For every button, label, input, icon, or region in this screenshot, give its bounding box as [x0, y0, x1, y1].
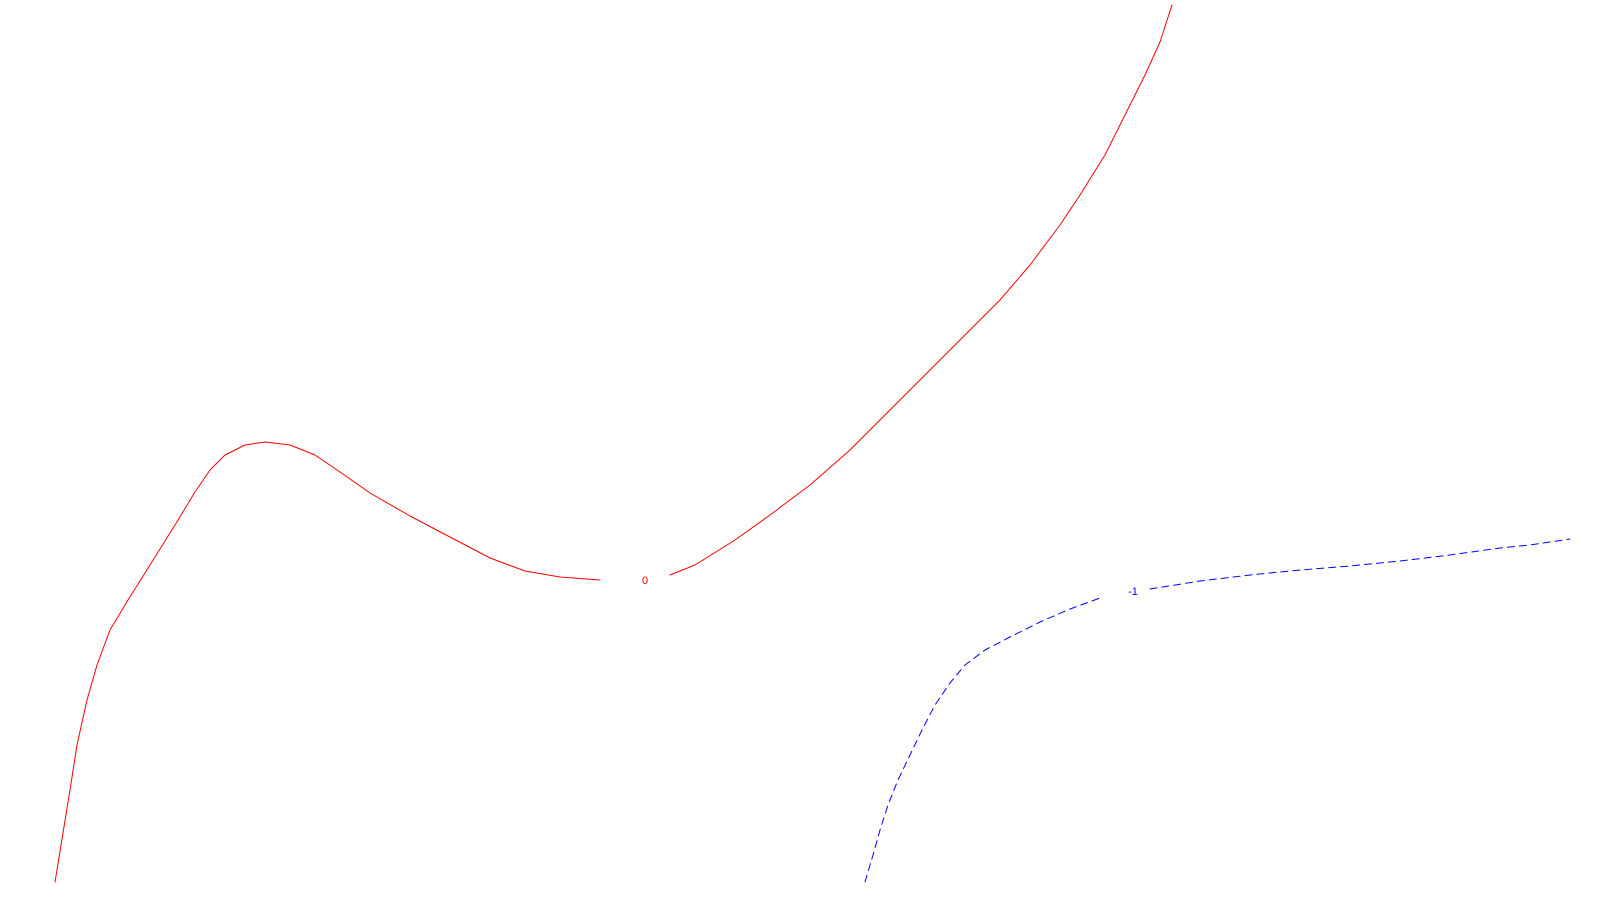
contour-line-level--1 — [864, 538, 1571, 883]
contour-label-level-0: 0 — [642, 575, 648, 587]
contour-labels: 0 -1 — [642, 575, 1138, 598]
contour-lines — [54, 4, 1571, 883]
contour-label-level--1: -1 — [1128, 586, 1138, 598]
contour-line-level-0 — [54, 4, 1173, 883]
